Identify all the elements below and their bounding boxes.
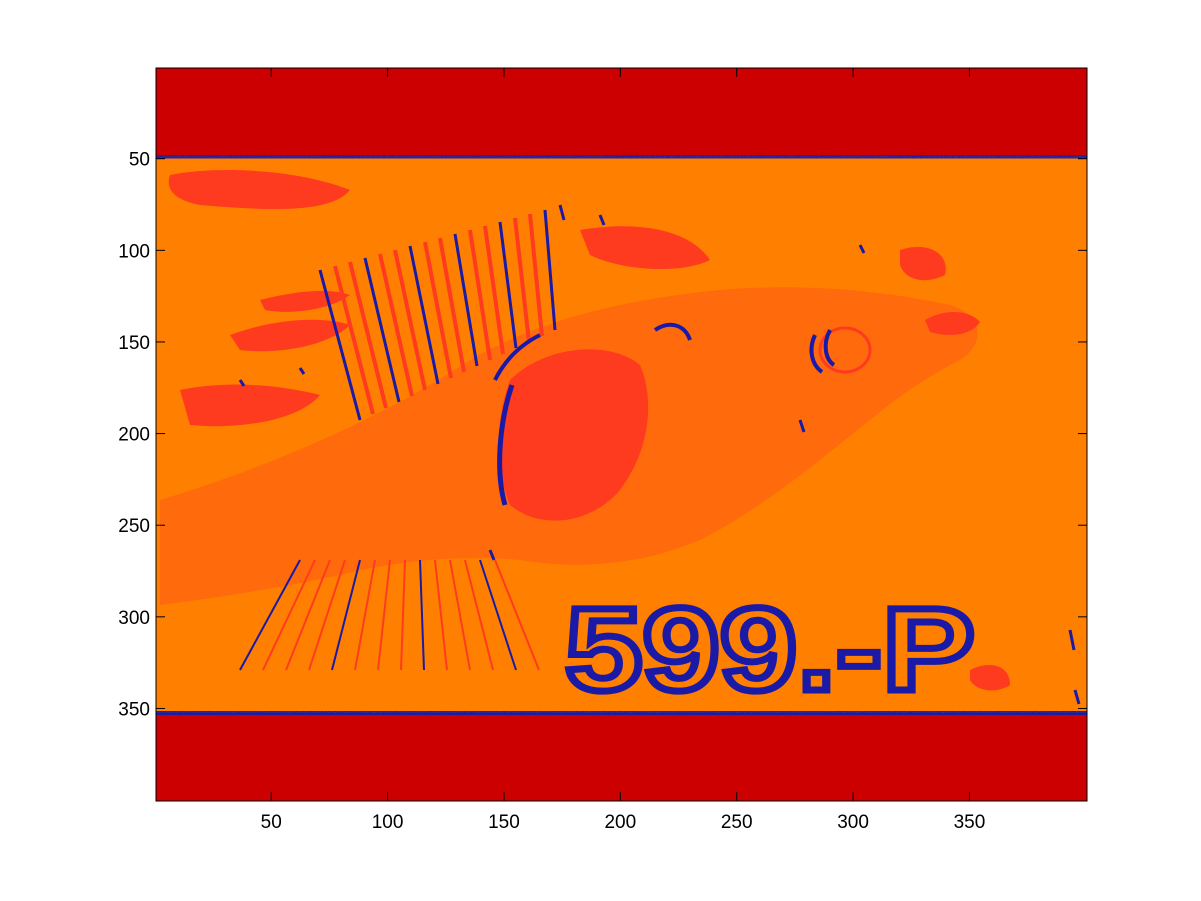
- gill-patch: [498, 349, 649, 521]
- x-tick-label: 100: [372, 812, 404, 833]
- edge-stroke: [298, 367, 306, 375]
- gill-edge: [493, 333, 541, 381]
- y-axis: 50 100 150 200 250 300 350: [118, 150, 1087, 720]
- x-tick-label: 150: [488, 812, 520, 833]
- fish-mouth: [925, 311, 980, 335]
- fin-ray: [453, 233, 479, 367]
- edge-stroke: [798, 419, 806, 433]
- background-patch: [168, 170, 350, 210]
- x-tick-label: 350: [954, 812, 986, 833]
- fin-ray: [543, 209, 557, 331]
- fin-ray: [333, 265, 375, 415]
- fin-ray: [285, 559, 331, 671]
- fin-ray: [438, 237, 466, 373]
- fin-ray: [331, 559, 361, 671]
- fin-ray: [449, 559, 471, 671]
- y-tick-label: 350: [118, 699, 150, 720]
- background-patch: [180, 384, 320, 427]
- x-tick-label: 200: [604, 812, 636, 833]
- x-axis: 50 100 150 200 250 300 350: [261, 68, 986, 833]
- fin-ray: [513, 217, 531, 343]
- fin-ray: [378, 253, 414, 397]
- fin-ray: [363, 257, 401, 403]
- fin-ray: [239, 559, 301, 671]
- fin-ray: [494, 559, 540, 671]
- tail-fin: [239, 559, 540, 671]
- fin-ray: [393, 249, 427, 391]
- axes-box: [155, 67, 1088, 802]
- background-patch: [230, 319, 350, 352]
- background-patch: [900, 246, 946, 281]
- price-overlay-text: 599.-P: [565, 584, 975, 716]
- edge-stroke: [1073, 689, 1081, 705]
- fin-ray: [400, 559, 406, 671]
- y-tick-label: 250: [118, 516, 150, 537]
- edge-stroke: [558, 204, 566, 221]
- fin-ray: [464, 559, 494, 671]
- edge-stroke: [488, 549, 496, 561]
- x-tick-label: 300: [837, 812, 869, 833]
- edge-strokes: [238, 204, 1081, 705]
- y-tick-label: 100: [118, 241, 150, 262]
- bottom-dark-band: [156, 713, 1087, 801]
- edge-stroke: [598, 214, 606, 226]
- background-patch: [580, 226, 710, 270]
- fin-ray: [479, 559, 517, 671]
- fin-ray: [408, 245, 440, 385]
- background-patch: [970, 665, 1010, 691]
- edge-stroke: [1068, 629, 1076, 651]
- eye-edge: [809, 334, 824, 374]
- dorsal-fin: [318, 209, 557, 421]
- y-tick-label: 300: [118, 608, 150, 629]
- fin-ray: [354, 559, 376, 671]
- fin-ray: [419, 559, 425, 671]
- fin-ray: [348, 261, 388, 409]
- fin-ray: [377, 559, 391, 671]
- x-tick-label: 50: [261, 812, 282, 833]
- fin-ray: [483, 225, 505, 355]
- false-color-image: 599.-P: [156, 68, 1087, 801]
- fin-ray: [308, 559, 346, 671]
- edge-stroke: [238, 379, 246, 387]
- edge-stroke: [858, 244, 866, 254]
- fish-eye: [818, 326, 872, 374]
- fin-ray: [262, 559, 316, 671]
- y-tick-label: 150: [118, 333, 150, 354]
- gill-edge: [497, 384, 515, 506]
- fin-ray: [423, 241, 453, 379]
- gill-edge: [653, 322, 692, 341]
- y-tick-label: 200: [118, 425, 150, 446]
- fin-ray: [528, 213, 544, 337]
- fin-ray: [468, 229, 492, 361]
- fin-ray: [434, 559, 448, 671]
- top-dark-band: [156, 68, 1087, 156]
- fin-ray: [498, 221, 518, 349]
- eye-edge: [823, 329, 836, 367]
- y-tick-label: 50: [129, 150, 150, 171]
- fin-ray: [318, 269, 362, 421]
- x-tick-label: 250: [721, 812, 753, 833]
